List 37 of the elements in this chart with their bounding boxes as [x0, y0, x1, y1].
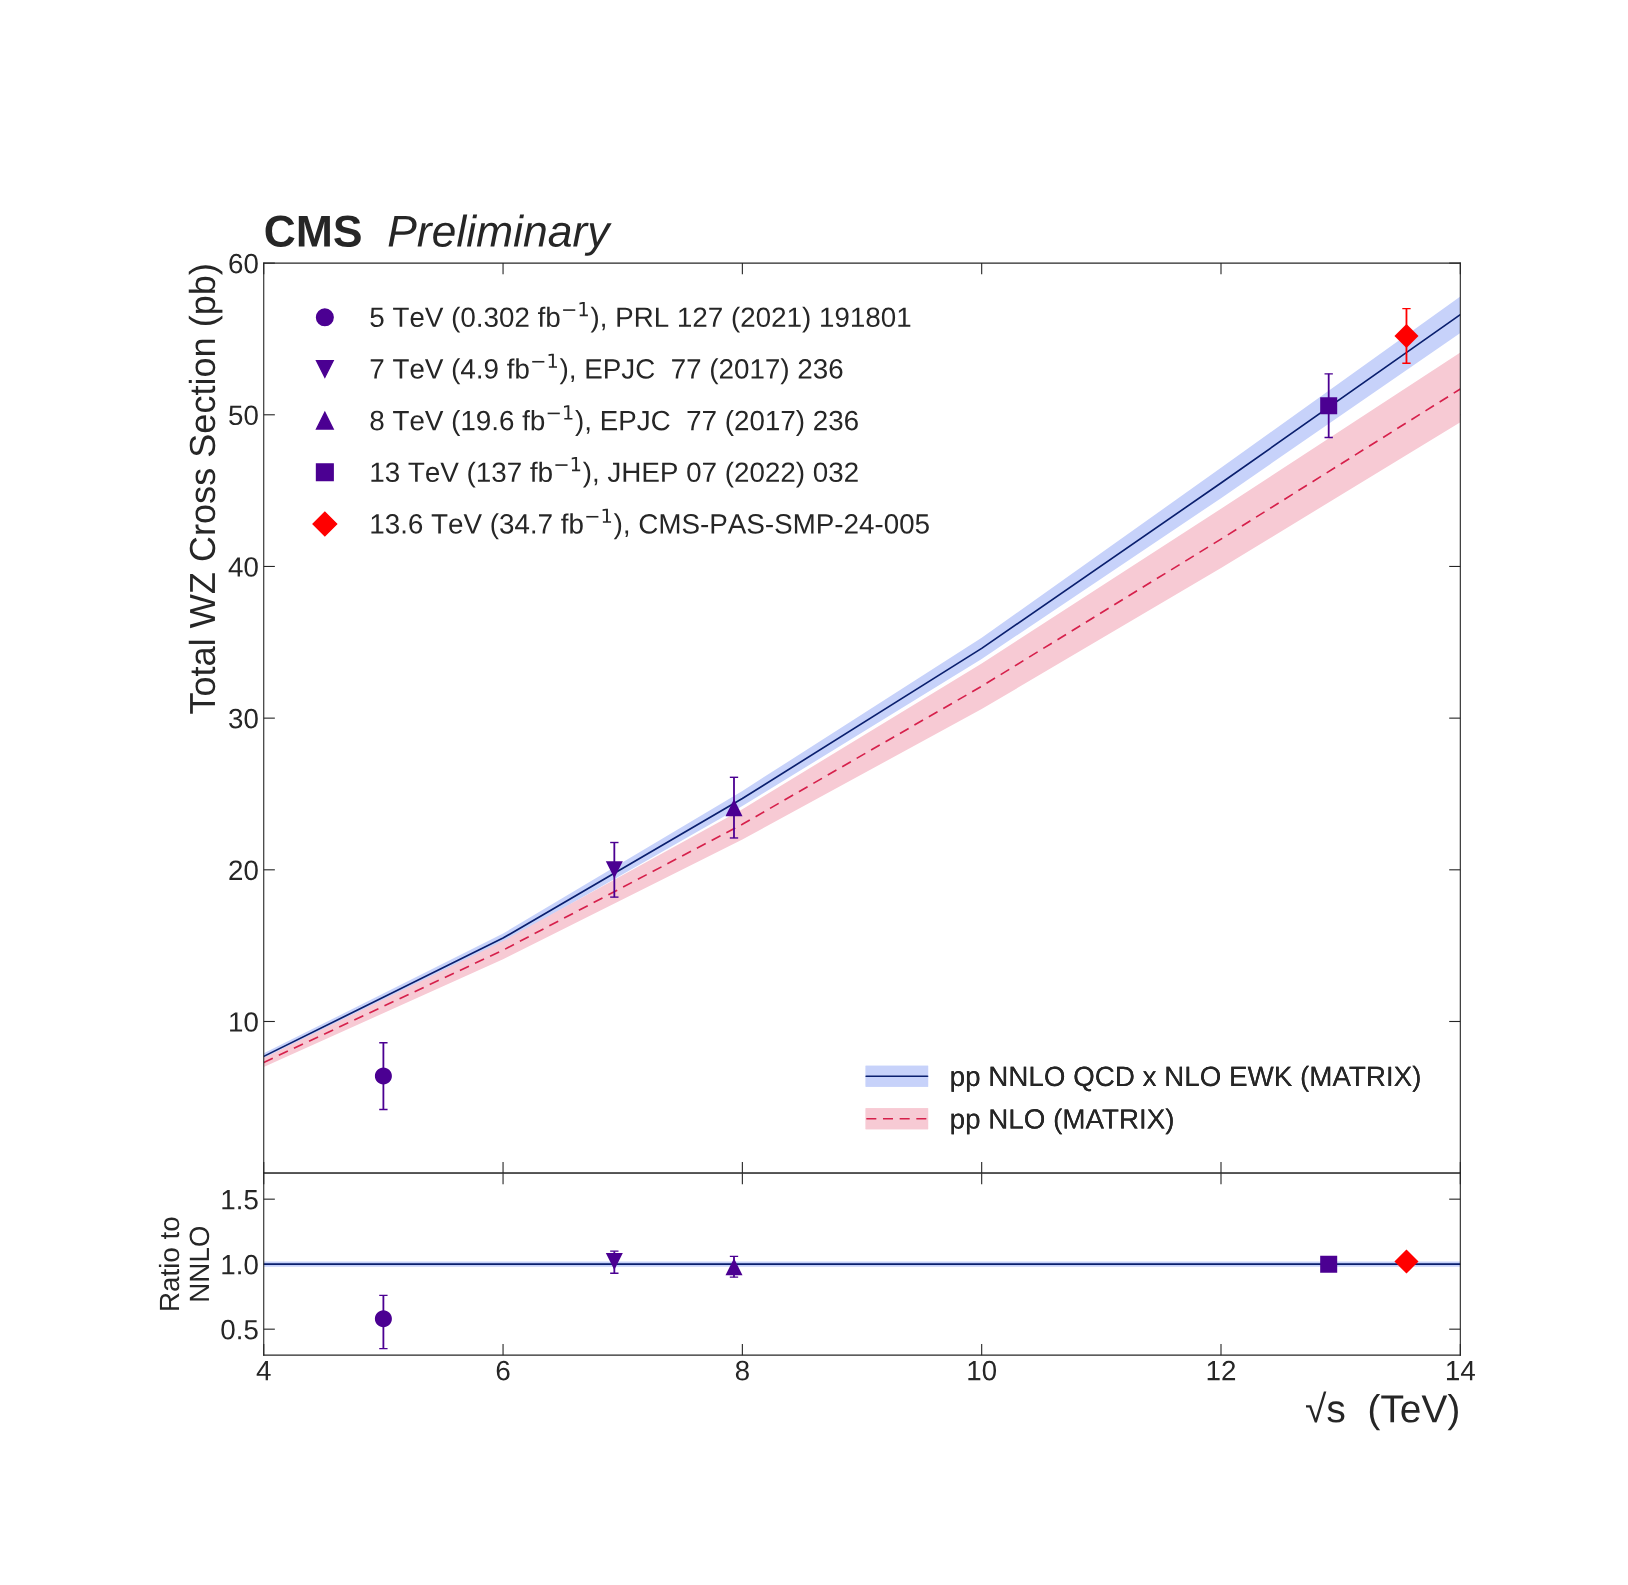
y-tick-label: 10 [230, 1012, 258, 1032]
legend-label: 7 TeV (4.9 fb$^{−1}$), EPJC 77 (2017) 236 [370, 353, 843, 385]
y-tick-label: 60 [229, 253, 258, 274]
chart-title: CMS [265, 215, 361, 248]
y-axis-title: Total WZ Cross Section (pb) [188, 265, 223, 714]
x-tick-label: 4 [256, 1361, 271, 1381]
legend-label: pp NNLO QCD x NLO EWK (MATRIX) [951, 1065, 1420, 1092]
y-tick-label: 50 [229, 405, 258, 426]
x-tick-label: 8 [735, 1360, 749, 1381]
y-axis-title: Ratio to NNLO [158, 1217, 210, 1310]
y-tick-label: 20 [229, 860, 258, 881]
point [1320, 397, 1338, 415]
x-tick-label: 14 [1446, 1361, 1475, 1381]
point [605, 1253, 623, 1271]
y-tick-label: 1.0 [222, 1254, 258, 1275]
x-tick-label: 6 [496, 1360, 510, 1381]
chart-subtitle: Preliminary [388, 214, 612, 256]
legend-label: pp NLO (MATRIX) [951, 1108, 1173, 1135]
point [374, 1310, 392, 1328]
point [725, 799, 743, 817]
y-tick-label: 30 [229, 708, 258, 729]
x-tick-label: 12 [1207, 1360, 1236, 1381]
legend-label: 5 TeV (0.302 fb$^{−1}$), PRL 127 (2021) 191801 [370, 302, 911, 333]
point [1320, 1255, 1338, 1273]
point [605, 861, 623, 879]
legend-label: 13.6 TeV (34.7 fb$^{−1}$), CMS-PAS-SMP-24-005 [371, 508, 929, 540]
point [725, 1258, 743, 1276]
y-tick-label: 40 [228, 557, 258, 577]
x-axis-title: √s (TeV) [1305, 1391, 1458, 1431]
legend-label: 13 TeV (137 fb$^{−1}$), JHEP 07 (2022) 032 [371, 457, 858, 488]
y-tick-label: 1.5 [222, 1190, 258, 1210]
point [1394, 1249, 1419, 1274]
legend-label: 8 TeV (19.6 fb$^{−1}$), EPJC 77 (2017) 236 [370, 405, 858, 436]
point [374, 1067, 392, 1085]
y-tick-label: 0.5 [221, 1319, 258, 1340]
point [1394, 323, 1419, 348]
x-tick-label: 10 [968, 1360, 997, 1381]
